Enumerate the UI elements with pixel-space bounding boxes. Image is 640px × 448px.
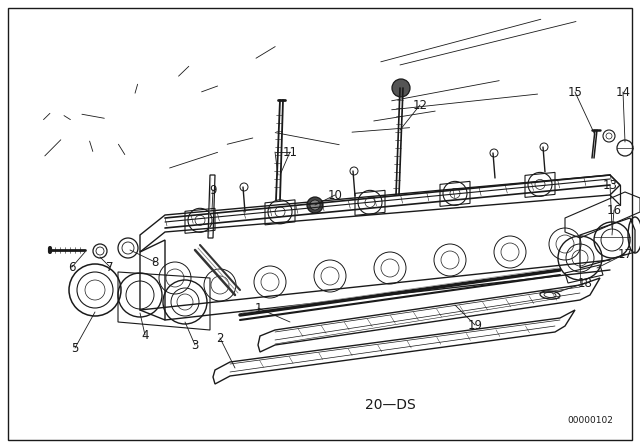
Text: 16: 16: [607, 203, 621, 216]
Circle shape: [307, 197, 323, 213]
Circle shape: [310, 200, 320, 210]
Text: 15: 15: [568, 86, 582, 99]
Text: 19: 19: [467, 319, 483, 332]
Text: 8: 8: [151, 255, 159, 268]
Text: 2: 2: [216, 332, 224, 345]
Text: 14: 14: [616, 86, 630, 99]
Text: 11: 11: [282, 146, 298, 159]
Text: 10: 10: [328, 189, 342, 202]
Text: 13: 13: [603, 178, 618, 191]
Text: 9: 9: [209, 184, 217, 197]
Text: 00000102: 00000102: [567, 415, 613, 425]
Text: 18: 18: [577, 276, 593, 289]
Text: 20—DS: 20—DS: [365, 398, 415, 412]
Text: 3: 3: [191, 339, 198, 352]
Text: 17: 17: [618, 247, 632, 260]
Text: 6: 6: [68, 260, 76, 273]
Text: 4: 4: [141, 328, 148, 341]
Circle shape: [392, 79, 410, 97]
Text: 5: 5: [71, 341, 79, 354]
Text: 7: 7: [106, 260, 114, 273]
Text: 12: 12: [413, 99, 428, 112]
Text: 1: 1: [254, 302, 262, 314]
